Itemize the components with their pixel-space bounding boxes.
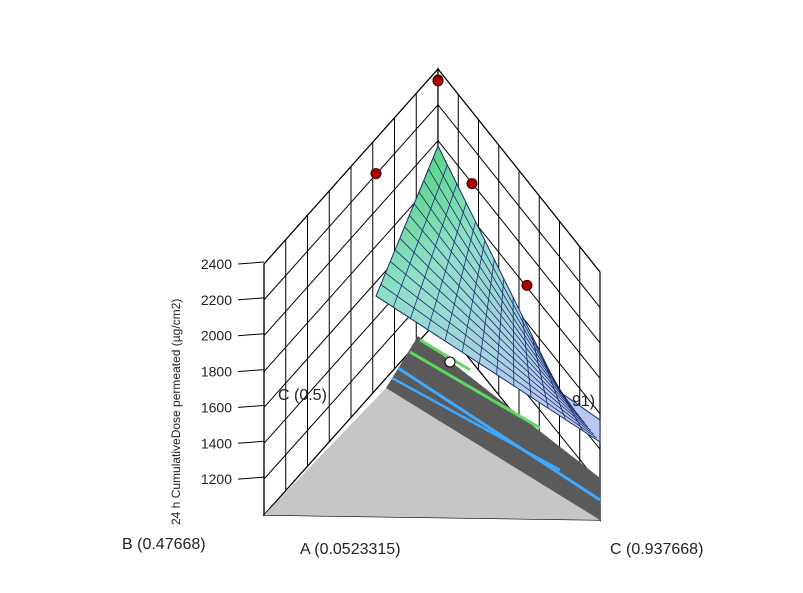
z-tick-label: 1200 [201,471,232,487]
z-tick-mark [237,333,265,337]
surface-meshline [409,214,579,416]
surface-meshline [418,191,573,408]
surface-mesh [380,157,598,439]
surface-meshline [385,272,595,435]
design-points [370,74,533,291]
z-tick-label: 1600 [201,399,232,415]
design-point [521,279,533,291]
design-point [432,75,444,87]
surface-meshline [380,284,598,439]
z-tick-mark [237,404,265,408]
surface-meshline [399,238,585,424]
surface-meshline [444,221,476,342]
contour-line-blue-1 [397,366,601,502]
z-axis-ticks: 1200 1400 1600 1800 2000 2200 2400 [201,256,265,515]
z-tick-mark [237,440,265,444]
z-axis-title: 24 h CumulativeDose permeated (µg/cm2) [169,299,183,525]
surface-meshline [428,168,567,400]
z-tick-label: 2000 [201,328,232,344]
floor-shade [264,388,600,520]
surface-meshline [550,372,584,431]
surface-meshline [478,259,495,364]
contour-band [386,336,600,520]
surface-meshline [413,203,576,412]
vertex-label-a: A (0.0523315) [300,541,401,558]
contour-line-green-1 [409,350,541,430]
z-tick-label: 2400 [201,256,232,272]
surface-meshline [512,297,515,386]
surface-meshline [394,249,588,427]
inner-label-fragment: 91) [572,393,595,410]
z-tick-label: 1400 [201,435,232,451]
surface-meshline [461,240,486,353]
z-tick-mark [237,261,265,265]
inner-label-c: C (0.5) [278,387,327,404]
design-point [370,168,382,180]
surface-meshline [432,157,564,397]
z-tick-mark [237,476,265,480]
contour-line-blue-2 [391,376,561,472]
z-tick-mark [237,369,265,373]
surface-meshline [404,226,582,420]
z-tick-label: 1800 [201,364,232,380]
surface-meshline [410,183,458,319]
surface-meshline [427,202,467,330]
surface-meshline [531,335,549,409]
z-tick-mark [237,297,265,301]
surface-meshline [390,261,592,431]
surface-meshline [522,316,532,398]
vertex-label-c: C (0.937668) [610,541,703,558]
surface-meshline [392,164,448,308]
design-point [466,178,478,190]
surface-meshline [540,354,566,420]
floor-design-point [444,356,456,368]
surface-meshline [496,278,505,375]
surface-meshline [423,180,570,404]
vertex-label-b: B (0.47668) [122,536,206,553]
z-tick-label: 2200 [201,292,232,308]
contour-line-green-2 [419,338,471,372]
